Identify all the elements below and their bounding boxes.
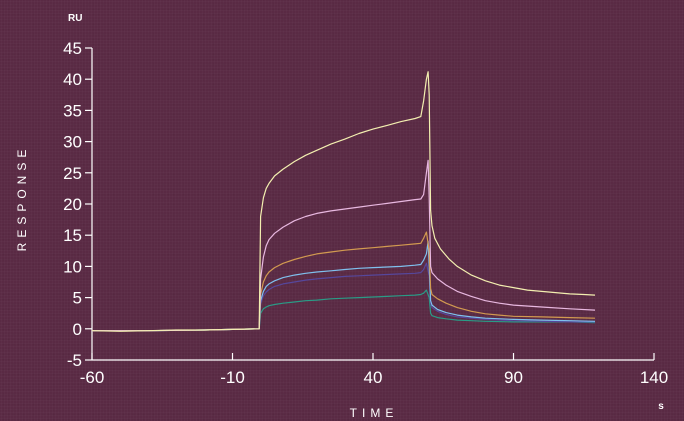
series-line-1 bbox=[91, 71, 596, 332]
x-tick-label: 40 bbox=[364, 368, 383, 387]
y-tick-label: 10 bbox=[63, 257, 82, 276]
series-line-2 bbox=[92, 159, 596, 332]
x-tick-label: -10 bbox=[220, 368, 245, 387]
y-tick-label: 25 bbox=[63, 164, 82, 183]
y-axis-title: RESPONSE bbox=[15, 145, 29, 252]
series-line-3 bbox=[92, 231, 596, 332]
y-tick-label: -5 bbox=[67, 351, 82, 370]
x-tick-label: 90 bbox=[504, 368, 523, 387]
y-tick-label: 5 bbox=[73, 289, 82, 308]
y-axis-ticks: -5 0 5 10 15 20 25 30 35 40 45 bbox=[63, 39, 92, 370]
y-tick-label: 35 bbox=[63, 101, 82, 120]
y-tick-label: 0 bbox=[73, 320, 82, 339]
y-unit-label: RU bbox=[68, 13, 82, 24]
x-axis-title: TIME bbox=[350, 406, 399, 420]
series-line-6 bbox=[92, 289, 596, 332]
series-line-4 bbox=[92, 240, 596, 332]
series-line-5 bbox=[92, 262, 595, 332]
y-tick-label: 30 bbox=[63, 133, 82, 152]
series-group bbox=[91, 71, 596, 332]
x-unit-label: s bbox=[658, 401, 664, 412]
y-tick-label: 15 bbox=[63, 226, 82, 245]
x-axis-ticks: -60 -10 40 90 140 bbox=[80, 353, 668, 387]
y-tick-label: 45 bbox=[63, 39, 82, 58]
axes bbox=[91, 48, 654, 361]
x-tick-label: 140 bbox=[640, 368, 668, 387]
y-tick-label: 40 bbox=[63, 70, 82, 89]
y-tick-label: 20 bbox=[63, 195, 82, 214]
x-tick-label: -60 bbox=[80, 368, 105, 387]
